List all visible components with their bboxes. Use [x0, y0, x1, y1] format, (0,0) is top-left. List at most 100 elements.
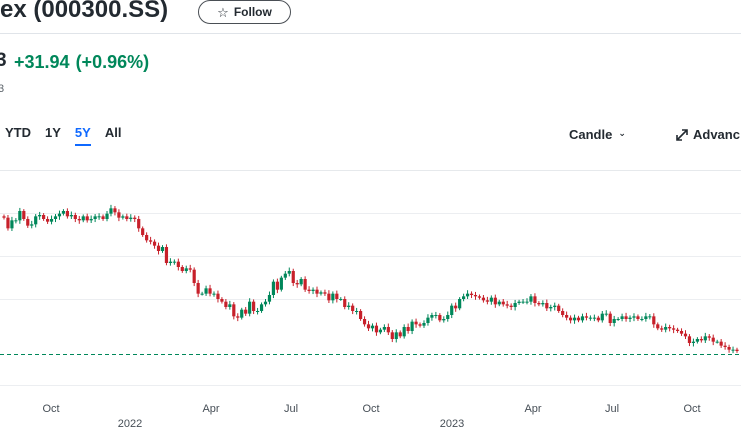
candle-body	[236, 316, 240, 318]
candle-body	[723, 345, 727, 347]
candle-body	[160, 247, 165, 251]
candle-body	[73, 215, 77, 219]
candle-body	[501, 301, 505, 305]
candle-body	[244, 309, 248, 314]
candle-body	[97, 216, 101, 218]
candle-body	[414, 321, 418, 325]
candle-body	[362, 319, 367, 325]
candle-body	[557, 305, 561, 311]
candle-body	[216, 293, 220, 299]
candle-body	[200, 293, 204, 295]
candle-body	[355, 311, 359, 312]
candle-body	[168, 261, 173, 263]
candle-body	[176, 261, 180, 267]
candle-body	[620, 316, 624, 319]
candle-body	[707, 336, 711, 338]
advanced-label: Advanc	[693, 127, 740, 142]
candle-body	[541, 303, 545, 305]
x-tick-label: Jul	[605, 403, 619, 415]
candle-body	[703, 336, 707, 341]
candle-body	[145, 235, 149, 241]
candle-body	[6, 217, 10, 229]
candle-body	[454, 305, 458, 309]
candle-body	[196, 283, 200, 294]
change-value: +31.94	[14, 52, 70, 72]
candle-body	[10, 220, 14, 229]
candle-body	[580, 316, 585, 321]
candle-body	[632, 316, 636, 318]
candle-body	[220, 299, 224, 302]
chart-type-dropdown[interactable]: Candle ⌄	[569, 127, 626, 142]
follow-label: Follow	[233, 5, 272, 19]
x-tick-label: Apr	[524, 403, 541, 415]
candle-body	[537, 303, 541, 305]
candle-body	[152, 241, 157, 246]
page-title: ex (000300.SS)	[0, 0, 169, 23]
quote-subtext: 3	[0, 83, 5, 95]
candle-body	[351, 305, 355, 311]
candle-body	[422, 323, 426, 326]
candle-body	[271, 281, 276, 295]
candle-body	[2, 216, 6, 218]
candle-body	[675, 329, 680, 331]
candle-body	[18, 211, 22, 221]
candle-body	[315, 289, 319, 294]
candle-body	[394, 332, 398, 339]
candle-body	[664, 327, 668, 330]
candle-body	[347, 305, 351, 307]
range-1y[interactable]: 1Y	[45, 125, 61, 140]
candle-body	[117, 212, 121, 218]
candle-body	[509, 305, 513, 307]
candle-body	[660, 328, 664, 330]
candle-body	[184, 268, 188, 271]
candle-body	[69, 215, 73, 217]
candle-body	[715, 341, 719, 343]
x-tick-label: Oct	[42, 403, 59, 415]
x-tick-label: Oct	[683, 403, 700, 415]
candle-body	[695, 339, 699, 342]
candle-body	[517, 301, 521, 303]
candle-body	[327, 293, 331, 301]
candle-body	[53, 216, 58, 219]
candle-body	[113, 208, 117, 213]
candle-body	[584, 316, 589, 318]
x-tick-label: 2023	[440, 418, 464, 430]
candle-body	[133, 217, 137, 219]
candle-body	[275, 281, 279, 290]
header-divider	[0, 33, 741, 34]
chart-grid	[0, 213, 741, 386]
candle-body	[640, 319, 644, 320]
candle-body	[49, 219, 54, 222]
candle-body	[299, 279, 303, 285]
candle-body	[149, 240, 153, 242]
candle-body	[430, 315, 434, 318]
candle-body	[719, 341, 723, 346]
range-5y[interactable]: 5Y	[74, 125, 91, 146]
candle-body	[38, 215, 42, 217]
candle-body	[212, 293, 216, 295]
candle-body	[81, 216, 85, 221]
candle-body	[505, 304, 509, 306]
advanced-chart-button[interactable]: Advanc	[676, 127, 740, 142]
candle-body	[672, 328, 676, 330]
candle-body	[255, 311, 260, 312]
candle-body	[370, 325, 375, 329]
candle-body	[208, 288, 212, 294]
candle-body	[390, 332, 394, 339]
candle-body	[679, 331, 684, 334]
candle-body	[156, 245, 161, 251]
candle-body	[279, 277, 283, 290]
range-selector: YTD 1Y 5Y All	[5, 125, 121, 146]
follow-button[interactable]: ☆ Follow	[198, 0, 291, 24]
range-ytd[interactable]: YTD	[5, 125, 31, 140]
candle-body	[446, 315, 450, 319]
candle-body	[65, 211, 69, 217]
candle-body	[204, 288, 208, 294]
candle-body	[513, 303, 517, 307]
candle-body	[549, 307, 553, 309]
candle-body	[691, 341, 696, 343]
range-all[interactable]: All	[104, 125, 122, 140]
candle-body	[469, 293, 474, 295]
price-chart[interactable]: Oct 2022 Apr Jul Oct 2023 Apr Jul Oct	[0, 171, 741, 435]
candle-body	[382, 327, 386, 330]
